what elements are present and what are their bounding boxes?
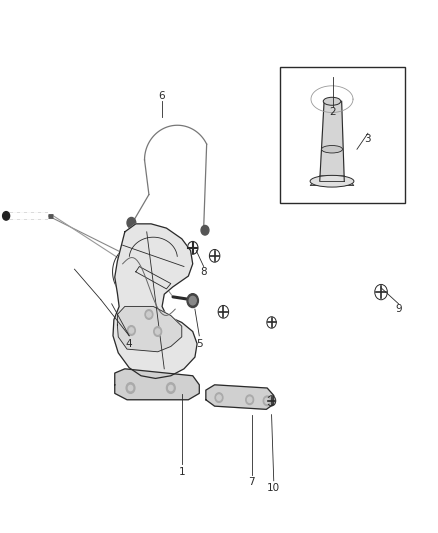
Circle shape [129, 328, 134, 333]
Polygon shape [115, 369, 199, 400]
Text: 6: 6 [159, 91, 166, 101]
Circle shape [3, 212, 10, 220]
Ellipse shape [321, 146, 343, 153]
Polygon shape [310, 176, 354, 185]
Circle shape [263, 396, 271, 406]
Ellipse shape [323, 97, 341, 106]
Text: 10: 10 [267, 483, 280, 492]
Circle shape [127, 217, 136, 228]
Circle shape [147, 312, 151, 317]
Ellipse shape [310, 175, 354, 187]
Text: 1: 1 [178, 467, 185, 477]
Circle shape [247, 397, 252, 402]
Bar [280, 67, 405, 203]
Circle shape [154, 327, 162, 336]
Text: 4: 4 [126, 339, 133, 349]
Circle shape [169, 385, 173, 391]
Text: 2: 2 [329, 107, 336, 117]
Circle shape [145, 310, 153, 319]
Polygon shape [206, 385, 274, 409]
Circle shape [128, 385, 133, 391]
Polygon shape [320, 101, 344, 181]
Circle shape [126, 383, 135, 393]
Circle shape [217, 395, 221, 400]
Circle shape [215, 393, 223, 402]
Text: 3: 3 [364, 134, 371, 143]
Circle shape [127, 326, 135, 335]
Text: 5: 5 [196, 339, 203, 349]
Polygon shape [113, 224, 197, 378]
Circle shape [201, 225, 209, 235]
Polygon shape [117, 306, 182, 352]
Circle shape [155, 329, 160, 334]
Text: 9: 9 [395, 304, 402, 314]
Text: 7: 7 [248, 478, 255, 487]
Text: 8: 8 [200, 267, 207, 277]
Circle shape [166, 383, 175, 393]
Circle shape [265, 398, 269, 403]
Circle shape [189, 296, 196, 305]
Circle shape [187, 294, 198, 308]
Circle shape [246, 395, 254, 405]
